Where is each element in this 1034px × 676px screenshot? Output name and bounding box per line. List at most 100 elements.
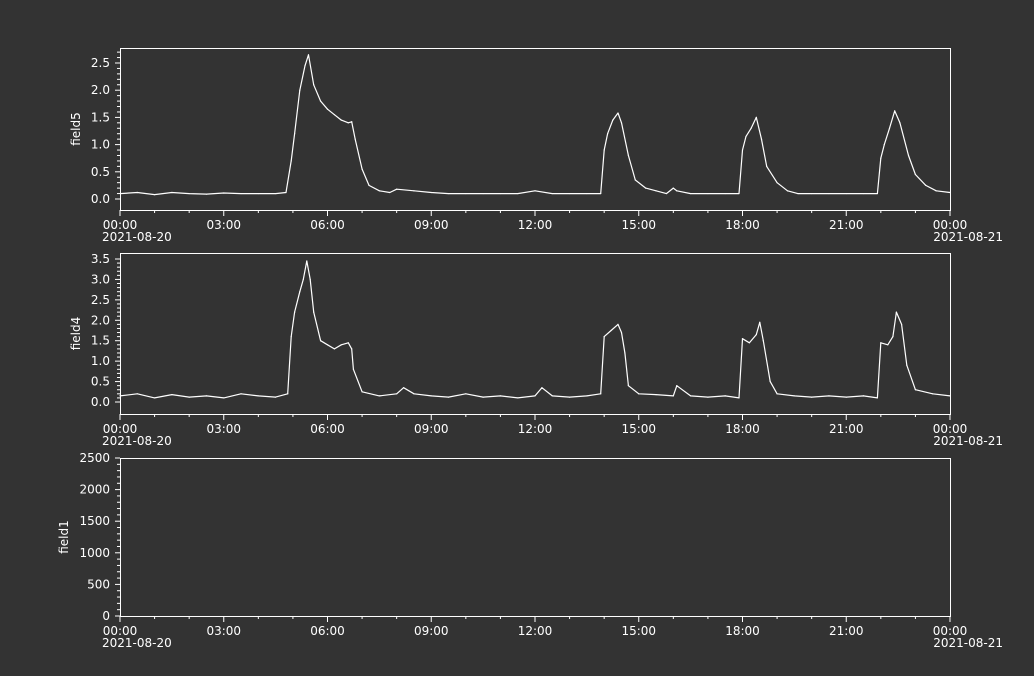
x-tick-label: 03:00 xyxy=(206,624,241,638)
data-point xyxy=(136,191,138,194)
y-tick-label: 0.5 xyxy=(91,165,110,179)
data-point xyxy=(797,192,799,195)
data-point xyxy=(932,393,934,395)
x-tick-label: 09:00 xyxy=(414,624,449,638)
x-tick-label: 00:00 xyxy=(933,422,968,436)
data-point xyxy=(707,192,709,195)
x-tick-label: 00:00 xyxy=(103,624,138,638)
data-point xyxy=(482,396,484,398)
x-tick-label: 00:00 xyxy=(103,218,138,232)
data-point xyxy=(309,278,311,281)
data-point xyxy=(351,348,353,350)
data-point xyxy=(755,333,757,336)
x-tick-label: 12:00 xyxy=(518,218,553,232)
data-point xyxy=(430,395,432,397)
data-point xyxy=(534,395,536,397)
data-point xyxy=(352,368,355,370)
y-tick-label: 0 xyxy=(102,609,110,623)
data-point xyxy=(205,193,208,195)
data-point xyxy=(862,395,865,397)
y-tick-label: 1000 xyxy=(79,546,110,560)
data-point xyxy=(627,154,629,157)
data-point xyxy=(413,190,415,192)
data-point xyxy=(748,342,751,344)
y-tick-label: 3.0 xyxy=(91,272,110,286)
x-tick-label: 09:00 xyxy=(414,422,449,436)
data-point xyxy=(319,340,322,342)
plot-frame-3 xyxy=(120,458,951,617)
data-point xyxy=(766,165,768,167)
data-point xyxy=(333,348,336,350)
data-point xyxy=(914,389,917,391)
data-point xyxy=(607,133,609,135)
data-point xyxy=(741,149,744,151)
data-point xyxy=(895,311,897,313)
data-point xyxy=(447,192,450,195)
data-point xyxy=(624,352,626,354)
x-end-date-label: 2021-08-21 xyxy=(933,230,1003,244)
data-point xyxy=(240,192,242,195)
x-tick-label: 15:00 xyxy=(621,624,656,638)
data-point xyxy=(290,160,292,162)
data-point xyxy=(294,311,296,313)
data-point xyxy=(551,395,553,397)
x-start-date-label: 2021-08-20 xyxy=(102,434,172,448)
data-point xyxy=(603,149,605,151)
x-tick-label: 18:00 xyxy=(725,422,760,436)
data-point xyxy=(153,397,156,399)
data-point xyxy=(612,119,614,121)
x-tick-label: 03:00 xyxy=(206,218,241,232)
data-point xyxy=(378,190,380,192)
data-point xyxy=(499,395,502,397)
data-point xyxy=(738,192,740,195)
data-point xyxy=(517,397,519,399)
data-point xyxy=(361,391,363,393)
y-tick-label: 2.5 xyxy=(91,293,110,307)
data-point xyxy=(776,393,778,395)
data-point xyxy=(724,395,726,397)
data-point xyxy=(119,395,121,397)
x-tick-label: 06:00 xyxy=(310,624,345,638)
y-axis-label: field4 xyxy=(69,317,83,351)
data-point xyxy=(828,192,830,195)
data-point xyxy=(793,395,795,397)
data-point xyxy=(738,397,740,399)
y-tick-label: 2500 xyxy=(79,451,110,465)
y-tick-label: 0.0 xyxy=(91,192,110,206)
y-tick-label: 1.5 xyxy=(91,110,110,124)
data-point xyxy=(340,119,342,121)
x-tick-label: 15:00 xyxy=(621,422,656,436)
x-tick-label: 09:00 xyxy=(414,218,449,232)
data-point xyxy=(707,396,709,398)
data-point xyxy=(876,397,878,399)
data-point xyxy=(634,179,636,181)
data-point xyxy=(257,192,259,195)
x-start-date-label: 2021-08-20 xyxy=(102,636,172,650)
x-tick-label: 15:00 xyxy=(621,218,656,232)
data-point xyxy=(655,394,657,396)
data-point xyxy=(914,173,917,176)
data-point xyxy=(690,395,692,397)
x-tick-label: 03:00 xyxy=(206,422,241,436)
data-point xyxy=(627,385,629,387)
data-point xyxy=(240,393,242,395)
data-point xyxy=(900,323,903,325)
data-point xyxy=(430,191,432,194)
x-tick-label: 21:00 xyxy=(829,624,864,638)
x-tick-label: 21:00 xyxy=(829,218,864,232)
data-point xyxy=(378,395,380,397)
x-tick-label: 18:00 xyxy=(725,218,760,232)
data-point xyxy=(603,336,605,338)
y-tick-label: 500 xyxy=(87,577,110,591)
data-point xyxy=(119,192,121,195)
data-point xyxy=(892,336,894,338)
data-point xyxy=(294,133,296,135)
y-tick-label: 2.5 xyxy=(91,56,110,70)
data-point xyxy=(188,396,190,398)
data-point xyxy=(676,385,678,387)
y-tick-label: 3.5 xyxy=(91,252,110,266)
data-point xyxy=(655,190,657,192)
data-point xyxy=(188,192,190,195)
data-point xyxy=(907,154,910,157)
data-point xyxy=(862,192,865,195)
